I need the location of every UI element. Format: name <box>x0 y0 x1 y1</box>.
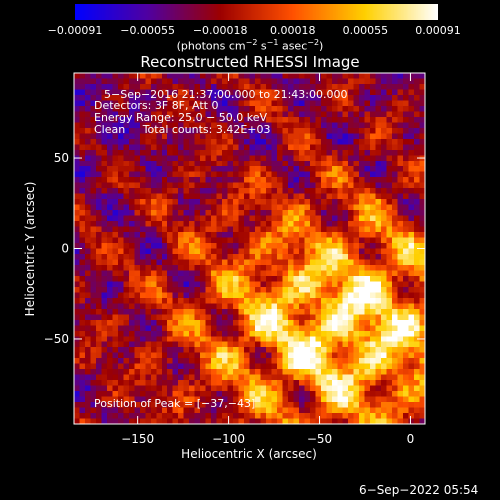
heatmap-image <box>74 73 425 424</box>
x-axis-label: Heliocentric X (arcsec) <box>181 447 317 461</box>
y-tick-label: 0 <box>61 242 69 256</box>
colorbar-tick-label: −0.00018 <box>192 24 248 37</box>
colorbar-tick-label: 0.00091 <box>415 24 461 37</box>
peak-position-label: Position of Peak = [−37,−43] <box>94 397 256 410</box>
y-tick-label: −50 <box>44 332 69 346</box>
colorbar <box>75 4 438 20</box>
colorbar-tick-label: −0.00055 <box>120 24 175 37</box>
energy-range-label: Energy Range: 25.0 − 50.0 keV <box>94 111 268 124</box>
x-tick-label: 0 <box>407 432 415 446</box>
x-tick-label: −50 <box>307 432 332 446</box>
x-tick-label: −150 <box>121 432 154 446</box>
y-tick-label: 50 <box>54 151 69 165</box>
colorbar-tick-label: −0.00091 <box>47 24 103 37</box>
footer-timestamp: 6−Sep−2022 05:54 <box>359 483 479 497</box>
x-tick-label: −100 <box>212 432 245 446</box>
detectors-label: Detectors: 3F 8F, Att 0 <box>94 99 219 112</box>
colorbar-units: (photons cm−2 s−1 asec−2) <box>176 38 324 53</box>
colorbar-tick-label: 0.00018 <box>270 24 316 37</box>
time-range-label: 5−Sep−2016 21:37:00.000 to 21:43:00.000 <box>104 88 348 101</box>
y-axis-label: Heliocentric Y (arcsec) <box>23 182 37 317</box>
chart-title: Reconstructed RHESSI Image <box>140 53 360 71</box>
colorbar-tick-label: 0.00055 <box>342 24 389 37</box>
algorithm-counts-label: Clean Total counts: 3.42E+03 <box>94 123 271 136</box>
